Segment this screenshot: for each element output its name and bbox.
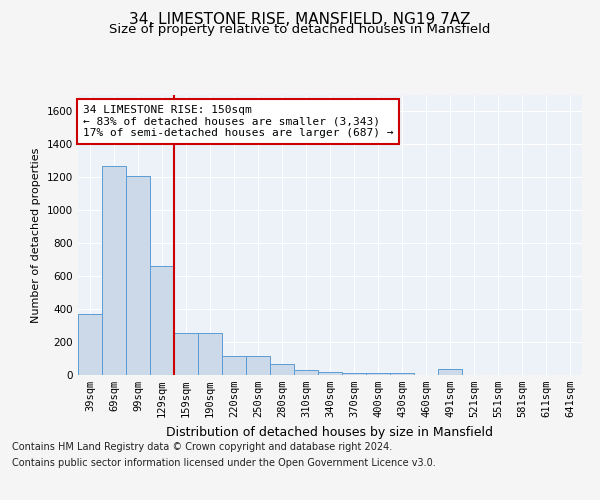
Bar [366,374,390,375]
Bar [126,176,150,375]
Text: Contains HM Land Registry data © Crown copyright and database right 2024.: Contains HM Land Registry data © Crown c… [12,442,392,452]
Text: Contains public sector information licensed under the Open Government Licence v3: Contains public sector information licen… [12,458,436,468]
Bar [198,332,222,375]
X-axis label: Distribution of detached houses by size in Mansfield: Distribution of detached houses by size … [167,426,493,438]
Bar [174,333,198,375]
Bar [150,266,174,375]
Bar [294,370,318,375]
Text: 34 LIMESTONE RISE: 150sqm
← 83% of detached houses are smaller (3,343)
17% of se: 34 LIMESTONE RISE: 150sqm ← 83% of detac… [83,105,394,138]
Bar [270,364,294,375]
Y-axis label: Number of detached properties: Number of detached properties [31,148,41,322]
Bar [78,314,102,375]
Bar [246,356,270,375]
Bar [438,369,462,375]
Text: 34, LIMESTONE RISE, MANSFIELD, NG19 7AZ: 34, LIMESTONE RISE, MANSFIELD, NG19 7AZ [129,12,471,28]
Bar [342,372,366,375]
Text: Size of property relative to detached houses in Mansfield: Size of property relative to detached ho… [109,24,491,36]
Bar [222,356,246,375]
Bar [318,372,342,375]
Bar [390,374,414,375]
Bar [102,166,126,375]
